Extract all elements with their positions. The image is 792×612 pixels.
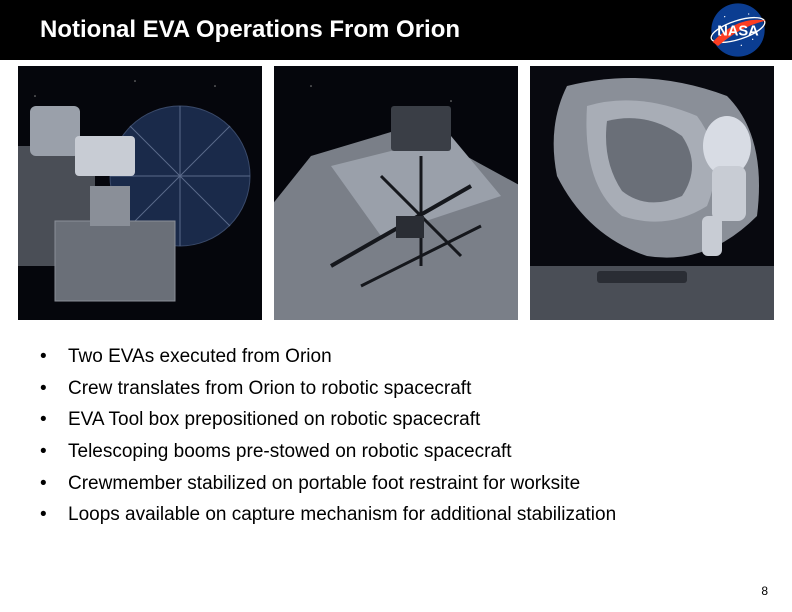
bullet-glyph: • [40,439,68,465]
bullet-list: • Two EVAs executed from Orion • Crew tr… [0,320,792,528]
bullet-text: Crew translates from Orion to robotic sp… [68,376,471,402]
bullet-glyph: • [40,344,68,370]
list-item: • Two EVAs executed from Orion [40,344,768,370]
concept-image-3 [530,66,774,320]
page-number: 8 [761,584,768,598]
bullet-glyph: • [40,376,68,402]
list-item: • Crewmember stabilized on portable foot… [40,471,768,497]
list-item: • Crew translates from Orion to robotic … [40,376,768,402]
list-item: • Telescoping booms pre-stowed on roboti… [40,439,768,465]
bullet-glyph: • [40,471,68,497]
bullet-glyph: • [40,502,68,528]
bullet-text: Loops available on capture mechanism for… [68,502,616,528]
nasa-logo: NASA [704,2,772,58]
bullet-glyph: • [40,407,68,433]
svg-text:NASA: NASA [717,23,759,39]
list-item: • EVA Tool box prepositioned on robotic … [40,407,768,433]
bullet-text: Crewmember stabilized on portable foot r… [68,471,580,497]
page-title: Notional EVA Operations From Orion [40,16,460,44]
list-item: • Loops available on capture mechanism f… [40,502,768,528]
concept-image-1 [18,66,262,320]
bullet-text: Two EVAs executed from Orion [68,344,332,370]
bullet-text: EVA Tool box prepositioned on robotic sp… [68,407,480,433]
image-row [0,60,792,320]
title-bar: Notional EVA Operations From Orion NASA [0,0,792,60]
bullet-text: Telescoping booms pre-stowed on robotic … [68,439,512,465]
concept-image-2 [274,66,518,320]
